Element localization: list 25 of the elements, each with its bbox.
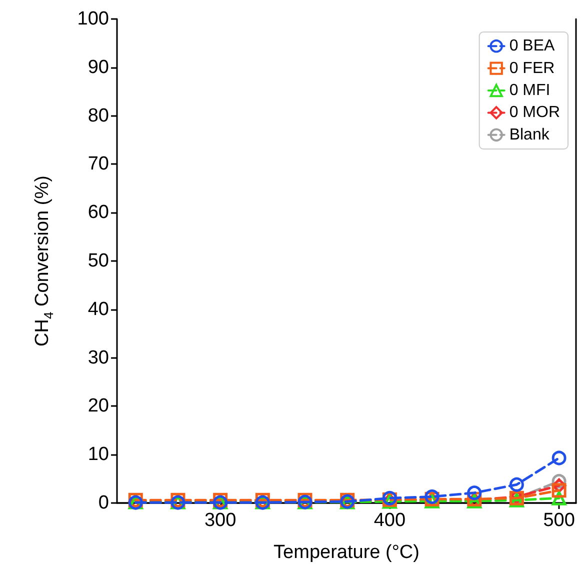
y-tick-label: 0: [98, 492, 109, 514]
legend-label: 0 MOR: [509, 104, 560, 122]
y-tick-label: 60: [88, 202, 109, 224]
point: [467, 486, 482, 500]
x-axis-title: Temperature (°C): [274, 542, 420, 563]
legend-label: 0 MFI: [509, 82, 550, 99]
y-tick-label: 10: [88, 444, 109, 466]
y-tick-label: 40: [88, 298, 109, 320]
legend-label: 0 FER: [509, 60, 555, 77]
point: [552, 450, 566, 466]
point: [509, 477, 524, 492]
y-tick-label: 20: [88, 396, 109, 417]
y-tick-label: 90: [88, 56, 109, 78]
y-tick-label: 50: [88, 250, 109, 272]
y-tick-label: 100: [77, 8, 109, 30]
y-axis-title: CH4 Conversion (%): [32, 176, 56, 346]
x-tick-label: 300: [204, 510, 236, 531]
x-tick-label: 500: [543, 510, 575, 531]
legend-label: Blank: [509, 126, 550, 144]
y-tick-label: 30: [88, 347, 109, 368]
y-tick-label: 80: [88, 105, 109, 126]
x-tick-label: 400: [374, 510, 406, 531]
legend-label: 0 BEA: [509, 38, 556, 55]
point: [552, 483, 566, 498]
y-tick-label: 70: [88, 154, 109, 175]
